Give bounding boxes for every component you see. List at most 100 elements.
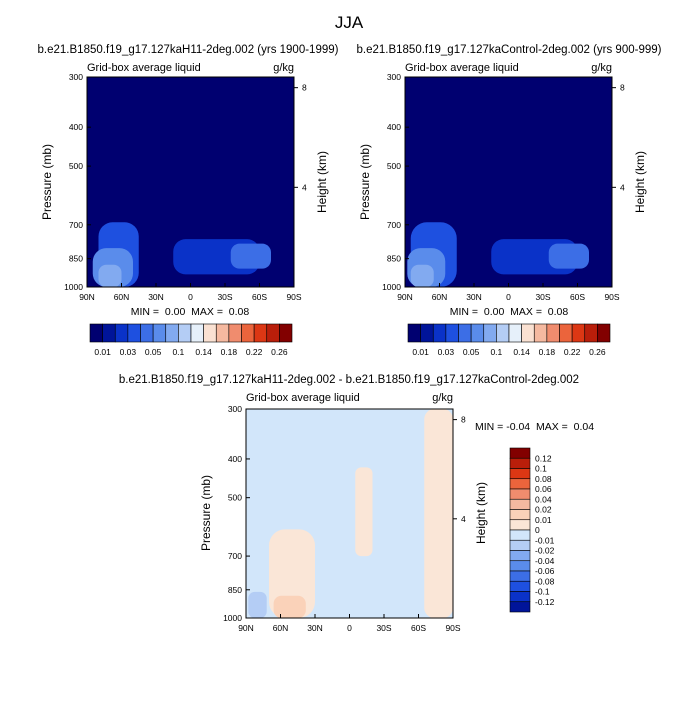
panel-1-colorbar-box xyxy=(152,323,167,343)
panel-2-y-tick-label: 700 xyxy=(387,220,401,230)
panel-1-region-5 xyxy=(230,243,271,269)
panel-1-colorbar-label: 0.05 xyxy=(145,347,162,357)
panel-1-x-tick-label: 90S xyxy=(286,292,301,302)
panel-3-colorbar-label: 0.02 xyxy=(535,505,552,515)
panel-1-colorbar-box xyxy=(165,323,179,343)
panel-1-colorbar-label: 0.26 xyxy=(271,347,288,357)
panel-3-x-tick-label: 60N xyxy=(273,623,289,633)
figure-title: JJA xyxy=(335,13,364,32)
panel-1-region-3 xyxy=(98,264,122,287)
panel-1-colorbar-box xyxy=(102,323,116,343)
panel-1-x-tick-label: 0 xyxy=(188,292,193,302)
panel-3-colorbar-box xyxy=(509,519,531,531)
panel-3-colorbar-box xyxy=(509,601,531,613)
panel-3: b.e21.B1850.f19_g17.127kaH11-2deg.002 - … xyxy=(119,374,594,633)
panel-1: b.e21.B1850.f19_g17.127kaH11-2deg.002 (y… xyxy=(38,44,339,357)
panel-2-x-tick-label: 90N xyxy=(397,292,413,302)
panel-2-colorbar-label: 0.01 xyxy=(412,347,429,357)
panel-2-y2-tick-label: 4 xyxy=(620,182,625,192)
panel-3-region-1 xyxy=(269,529,315,618)
panel-1-y2-tick-label: 4 xyxy=(302,182,307,192)
panel-1-colorbar-box xyxy=(127,323,141,343)
panel-3-y-tick-label: 700 xyxy=(228,551,242,561)
panel-2-y-axis: 300 400 500 700 850 1000 xyxy=(382,72,409,292)
panel-3-colorbar-box xyxy=(509,478,531,490)
panel-3-region-3 xyxy=(424,409,453,618)
panel-3-region-5 xyxy=(248,591,267,618)
panel-2-region-5 xyxy=(548,243,589,269)
panel-2-y-tick-label: 1000 xyxy=(382,282,401,292)
panel-3-colorbar-box xyxy=(509,560,531,572)
panel-2-colorbar-label: 0.18 xyxy=(539,347,556,357)
panel-2-y-tick-label: 300 xyxy=(387,72,401,82)
panel-2-left-label: Grid-box average liquid xyxy=(405,62,519,74)
panel-2-x-tick-label: 0 xyxy=(506,292,511,302)
panel-1-right-label: g/kg xyxy=(273,62,294,74)
panel-1-colorbar-box xyxy=(203,323,217,343)
panel-2-y2label: Height (km) xyxy=(633,151,647,213)
panel-1-colorbar-box xyxy=(190,323,204,343)
panel-1-y-tick-label: 300 xyxy=(69,72,83,82)
panel-2-colorbar-label: 0.05 xyxy=(463,347,480,357)
panel-1-y-tick-label: 1000 xyxy=(64,282,83,292)
panel-3-colorbar-box xyxy=(509,550,531,562)
panel-2-colorbar-label: 0.1 xyxy=(490,347,502,357)
panel-1-colorbar-label: 0.03 xyxy=(120,347,137,357)
panel-3-colorbar-box xyxy=(509,457,531,469)
panel-2-colorbar-label: 0.03 xyxy=(438,347,455,357)
panel-1-colorbar-label: 0.18 xyxy=(221,347,238,357)
panel-2-colorbar-box xyxy=(432,323,447,343)
panel-3-y-tick-label: 400 xyxy=(228,454,242,464)
panel-2-colorbar-box xyxy=(470,323,485,343)
panel-3-colorbar-box xyxy=(509,488,531,500)
panel-2-colorbar-box xyxy=(521,323,535,343)
panel-1-x-tick-label: 30N xyxy=(148,292,164,302)
panel-3-stats: MIN = -0.04 MAX = 0.04 xyxy=(475,421,594,433)
panel-1-colorbar-label: 0.14 xyxy=(195,347,212,357)
panel-1-colorbar-box xyxy=(253,323,268,343)
panel-2-x-tick-label: 90S xyxy=(604,292,619,302)
panel-3-field xyxy=(246,409,453,618)
panel-1-colorbar: 0.01 0.03 0.05 0.1 0.14 0.18 0.22 0.26 xyxy=(89,323,293,357)
panel-3-region-2 xyxy=(355,467,373,557)
panel-3-colorbar-box xyxy=(509,580,531,592)
panel-2-colorbar-label: 0.14 xyxy=(513,347,530,357)
panel-1-y-tick-label: 400 xyxy=(69,122,83,132)
panel-2-colorbar-box xyxy=(533,323,548,343)
panel-1-left-label: Grid-box average liquid xyxy=(87,62,201,74)
panel-2-colorbar-box xyxy=(445,323,459,343)
panel-3-y-tick-label: 850 xyxy=(228,585,242,595)
panel-3-colorbar-label: 0.12 xyxy=(535,453,552,463)
panel-3-colorbar-label: -0.1 xyxy=(535,587,550,597)
panel-2-x-tick-label: 60N xyxy=(432,292,448,302)
panel-1-ylabel: Pressure (mb) xyxy=(40,144,54,220)
panel-2-x-tick-label: 60S xyxy=(570,292,585,302)
panel-3-colorbar-label: -0.04 xyxy=(535,556,555,566)
panel-2-colorbar-box xyxy=(584,323,598,343)
panel-3-colorbar-box xyxy=(509,468,531,480)
panel-3-y2-axis: 84 xyxy=(453,415,466,524)
panel-3-x-tick-label: 0 xyxy=(347,623,352,633)
panel-3-left-label: Grid-box average liquid xyxy=(246,392,360,404)
panel-2-colorbar-box xyxy=(571,323,586,343)
panel-3-y-tick-label: 500 xyxy=(228,493,242,503)
panel-1-y2-tick-label: 8 xyxy=(302,83,307,93)
panel-1-colorbar-box xyxy=(114,323,129,343)
panel-1-y-tick-label: 700 xyxy=(69,220,83,230)
panel-2-y2-tick-label: 8 xyxy=(620,83,625,93)
panel-2-colorbar-box xyxy=(559,323,573,343)
panel-2-colorbar-box xyxy=(546,323,560,343)
panel-3-x-tick-label: 30S xyxy=(376,623,391,633)
panel-2-y-tick-label: 850 xyxy=(387,254,401,264)
panel-3-colorbar-label: -0.02 xyxy=(535,546,555,556)
panel-1-x-tick-label: 60S xyxy=(252,292,267,302)
panel-2-x-tick-label: 30N xyxy=(466,292,482,302)
panel-1-colorbar-box xyxy=(140,323,154,343)
panel-2-colorbar-box xyxy=(597,323,611,343)
panel-2-y-tick-label: 400 xyxy=(387,122,401,132)
panel-1-colorbar-box xyxy=(266,323,280,343)
panel-3-x-tick-label: 90N xyxy=(238,623,254,633)
panel-1-y-tick-label: 500 xyxy=(69,161,83,171)
